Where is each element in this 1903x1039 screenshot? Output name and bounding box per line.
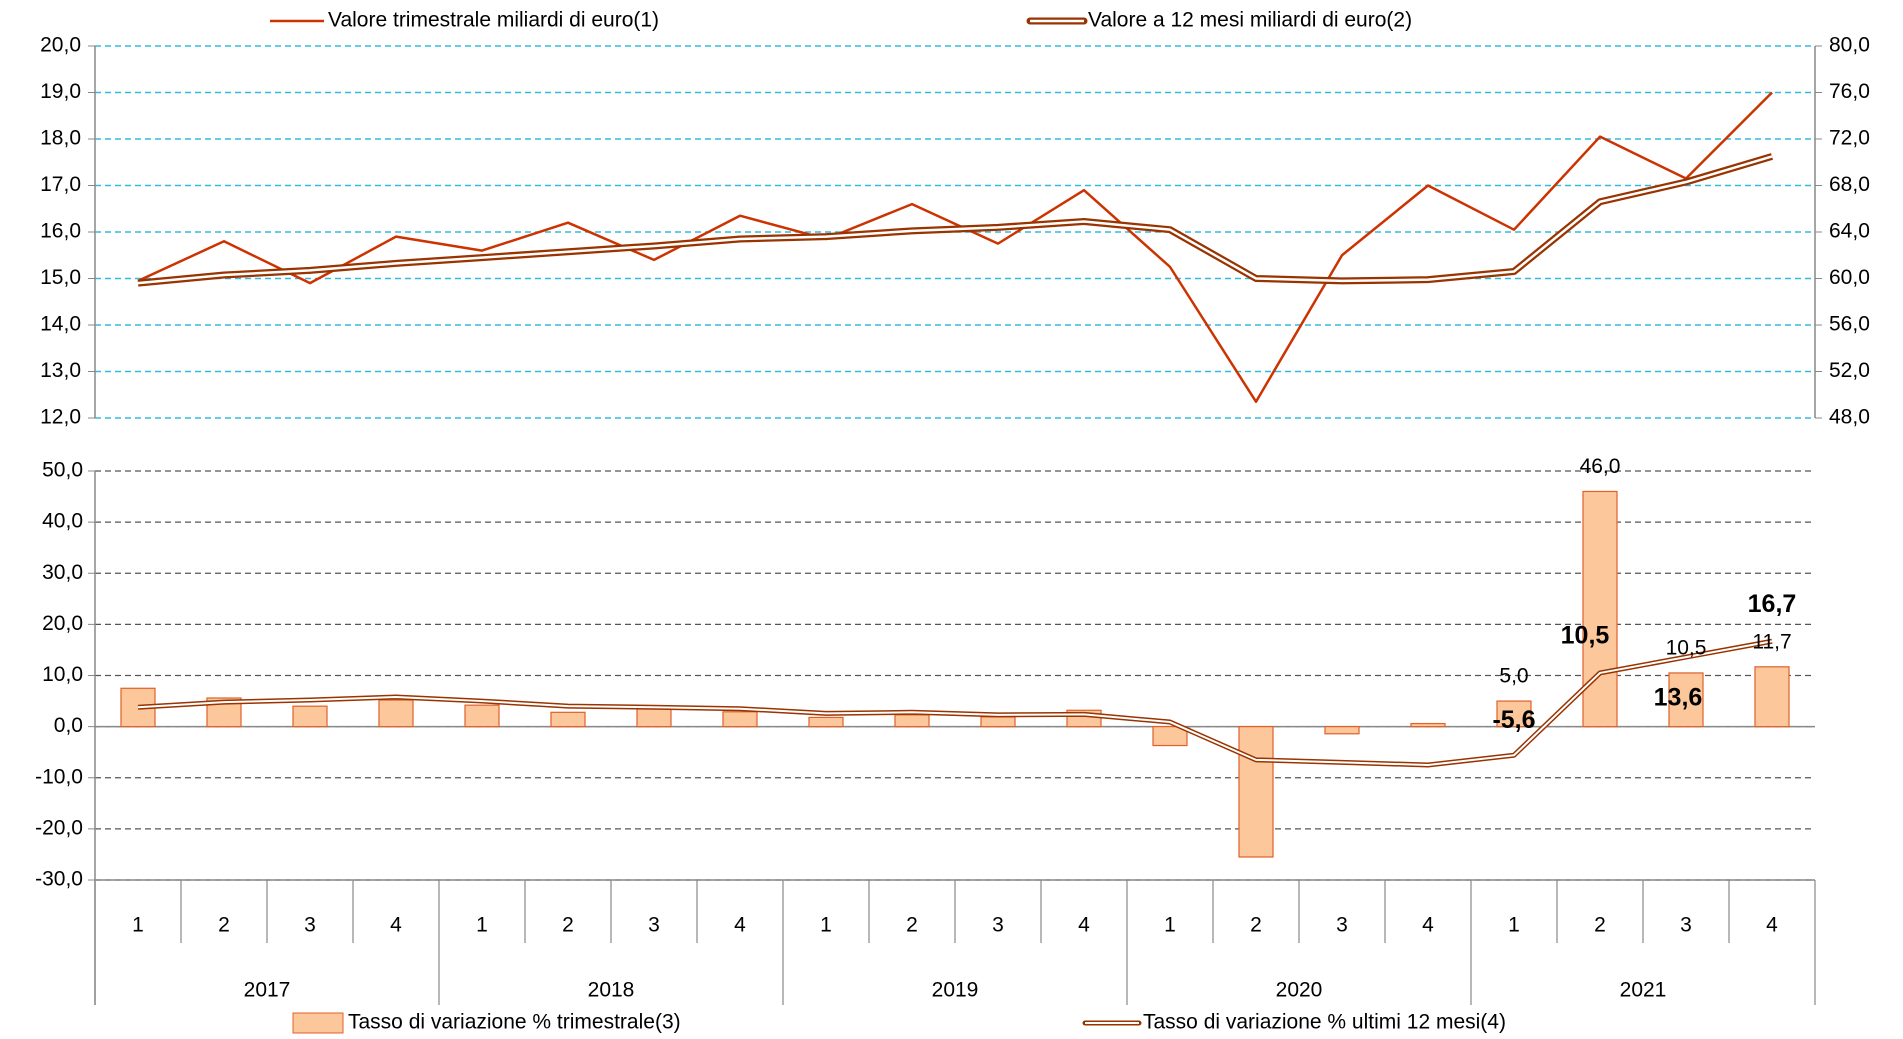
y-tick-label: -20,0 [35,816,83,839]
year-label: 2017 [244,979,291,1002]
bar [1324,726,1360,735]
y-tick-label: 20,0 [40,34,81,57]
line-value-label: 13,6 [1654,684,1703,712]
year-label: 2018 [588,979,635,1002]
bar [1238,726,1274,858]
y-tick-label: 18,0 [40,127,81,150]
bar-value-label: 5,0 [1499,665,1528,688]
y-tick-label: 10,0 [42,663,83,686]
x-tick-label: 1 [132,914,144,937]
legend-swatch [292,1012,344,1034]
y2-tick-label: 48,0 [1829,406,1870,429]
x-tick-label: 2 [1250,914,1262,937]
x-tick-label: 1 [476,914,488,937]
x-tick-label: 4 [1078,914,1090,937]
y-tick-label: 12,0 [40,406,81,429]
y-tick-label: 17,0 [40,173,81,196]
legend-label: Valore a 12 mesi miliardi di euro(2) [1088,9,1412,32]
x-tick-label: 1 [1508,914,1520,937]
y2-tick-label: 68,0 [1829,173,1870,196]
y2-tick-label: 80,0 [1829,34,1870,57]
bar [722,711,758,728]
bar [292,705,328,728]
bar-value-label: 11,7 [1752,630,1791,653]
legend-label: Valore trimestrale miliardi di euro(1) [328,9,659,32]
bar [378,699,414,728]
bar [1668,672,1704,728]
bar-value-label: 10,5 [1666,636,1707,659]
x-tick-label: 3 [992,914,1004,937]
x-tick-label: 1 [820,914,832,937]
x-tick-label: 1 [1164,914,1176,937]
y-tick-label: 13,0 [40,359,81,382]
line-value-label: -5,6 [1492,706,1535,734]
y-tick-label: 30,0 [42,561,83,584]
x-tick-label: 3 [304,914,316,937]
y-tick-label: 40,0 [42,510,83,533]
x-tick-label: 2 [1594,914,1606,937]
bar [980,716,1016,728]
x-tick-label: 4 [734,914,746,937]
y2-tick-label: 52,0 [1829,359,1870,382]
y-tick-label: 15,0 [40,266,81,289]
series-line-inner [137,640,1773,766]
legend-label: Tasso di variazione % ultimi 12 mesi(4) [1143,1011,1506,1034]
x-tick-label: 3 [1680,914,1692,937]
y-tick-label: 19,0 [40,80,81,103]
bar [1496,700,1532,728]
bar [1410,722,1446,728]
y-tick-label: -30,0 [35,868,83,891]
bar [808,716,844,728]
x-tick-label: 4 [1766,914,1778,937]
x-tick-label: 2 [906,914,918,937]
y-tick-label: 20,0 [42,612,83,635]
year-label: 2020 [1276,979,1323,1002]
x-tick-label: 4 [390,914,402,937]
series-line [137,91,1773,403]
x-tick-label: 4 [1422,914,1434,937]
legend-label: Tasso di variazione % trimestrale(3) [348,1011,681,1034]
y-tick-label: 50,0 [42,459,83,482]
x-tick-label: 3 [648,914,660,937]
line-value-label: 10,5 [1561,622,1610,650]
line-value-label: 16,7 [1748,590,1797,618]
bar [464,704,500,728]
y2-tick-label: 72,0 [1829,127,1870,150]
y-tick-label: 14,0 [40,313,81,336]
bar [1754,666,1790,728]
x-tick-label: 3 [1336,914,1348,937]
bar [894,714,930,728]
y2-tick-label: 60,0 [1829,266,1870,289]
y2-tick-label: 56,0 [1829,313,1870,336]
bar [636,706,672,728]
bar-value-label: 46,0 [1580,455,1621,478]
x-tick-label: 2 [218,914,230,937]
y-tick-label: 16,0 [40,220,81,243]
y-tick-label: -10,0 [35,765,83,788]
bar [550,711,586,728]
x-tick-label: 2 [562,914,574,937]
year-label: 2019 [932,979,979,1002]
y-tick-label: 0,0 [54,714,83,737]
year-label: 2021 [1620,979,1667,1002]
bar [1582,490,1618,728]
y2-tick-label: 76,0 [1829,80,1870,103]
y2-tick-label: 64,0 [1829,220,1870,243]
bar [1152,726,1188,747]
series-line-inner [137,155,1773,285]
